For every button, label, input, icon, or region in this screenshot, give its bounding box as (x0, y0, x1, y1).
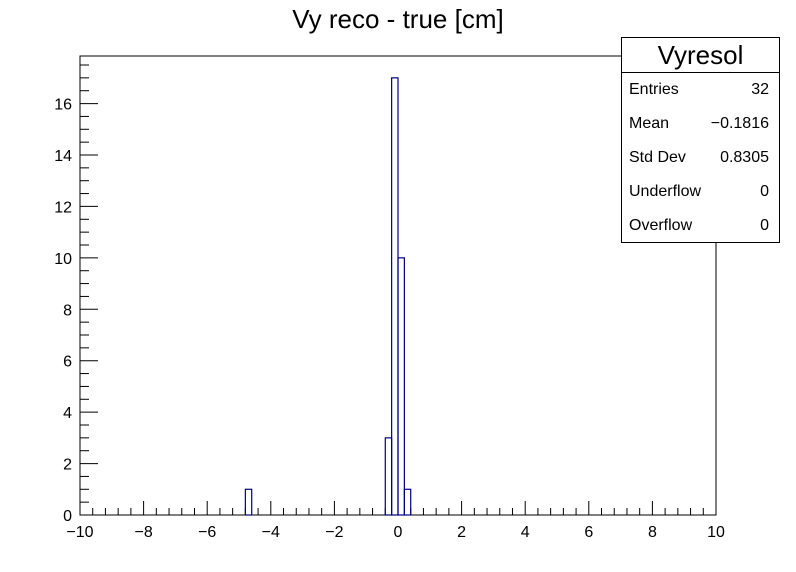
x-tick-label: −10 (66, 524, 93, 541)
x-tick-label: 6 (584, 524, 593, 541)
y-tick-label: 4 (63, 405, 72, 422)
x-tick-label: 8 (648, 524, 657, 541)
y-tick-label: 14 (54, 148, 72, 165)
y-tick-label: 12 (54, 199, 72, 216)
stats-label: Mean (629, 115, 670, 132)
stats-value: 32 (751, 81, 769, 98)
x-tick-label: 0 (394, 524, 403, 541)
x-tick-label: 4 (521, 524, 530, 541)
y-tick-label: 6 (63, 354, 72, 371)
stats-box-title: Vyresol (622, 38, 779, 73)
x-tick-label: −8 (134, 524, 152, 541)
chart-title: Vy reco - true [cm] (292, 4, 504, 34)
stats-value: 0.8305 (720, 149, 769, 166)
y-axis-ticks: 0 2 4 6 8 10 12 14 16 (54, 64, 98, 525)
stats-box: Vyresol Entries 32 Mean −0.1816 Std Dev … (621, 37, 780, 243)
stats-value: 0 (760, 183, 769, 200)
x-axis-ticks: −10 −8 −6 −4 −2 0 2 4 6 8 10 (66, 501, 725, 541)
x-tick-label: 2 (457, 524, 466, 541)
stats-label: Entries (629, 81, 679, 98)
y-tick-label: 10 (54, 251, 72, 268)
stats-row-stddev: Std Dev 0.8305 (622, 141, 779, 175)
stats-value: −0.1816 (710, 115, 769, 132)
x-tick-label: 10 (707, 524, 725, 541)
stats-row-overflow: Overflow 0 (622, 209, 779, 243)
x-tick-label: −2 (325, 524, 343, 541)
y-tick-label: 8 (63, 302, 72, 319)
x-tick-label: −4 (262, 524, 280, 541)
y-tick-label: 2 (63, 457, 72, 474)
histogram-bin (403, 488, 412, 516)
stats-row-entries: Entries 32 (622, 73, 779, 107)
stats-value: 0 (760, 217, 769, 234)
histogram-bin (397, 257, 405, 516)
y-tick-label: 16 (54, 97, 72, 114)
y-tick-label: 0 (63, 508, 72, 525)
x-tick-label: −6 (198, 524, 216, 541)
histogram-bin (391, 77, 399, 516)
histogram-bin (384, 437, 393, 516)
stats-row-mean: Mean −0.1816 (622, 107, 779, 141)
stats-label: Overflow (629, 217, 693, 234)
stats-label: Std Dev (629, 149, 686, 166)
stats-label: Underflow (629, 183, 702, 200)
histogram-bin (244, 488, 253, 516)
stats-row-underflow: Underflow 0 (622, 175, 779, 209)
histogram-bars (244, 77, 412, 516)
